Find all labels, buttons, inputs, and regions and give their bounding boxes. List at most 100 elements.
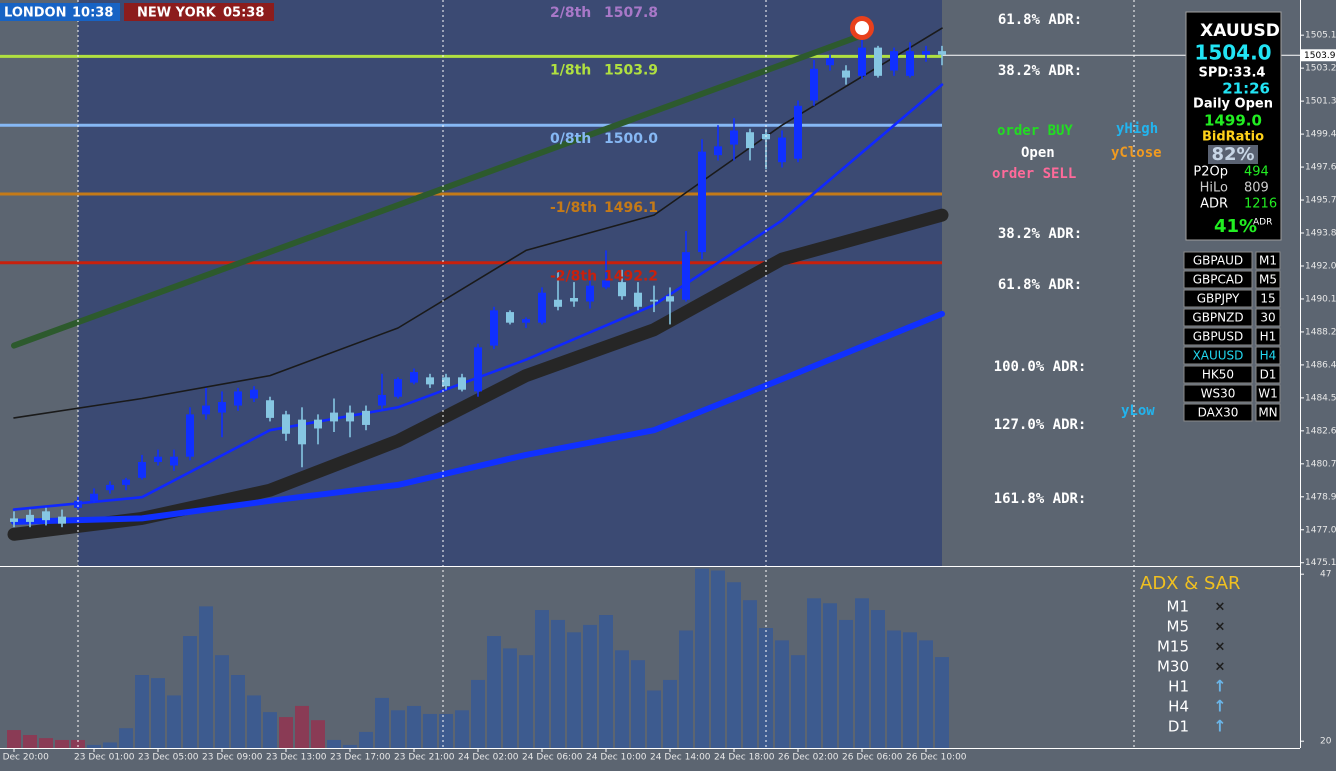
timeframe-button[interactable] <box>1255 270 1281 289</box>
adx-bar <box>55 739 69 748</box>
session-box-london <box>0 3 120 21</box>
session-name: LONDON <box>4 6 66 21</box>
timeframe-button[interactable] <box>1255 251 1281 270</box>
level-name: 2/8th <box>550 5 591 21</box>
adx-bar <box>263 712 277 748</box>
symbol-name[interactable]: HK50 <box>1202 368 1234 382</box>
adx-bar <box>439 713 453 748</box>
adx-signal: ↑ <box>1213 677 1226 696</box>
symbol-name[interactable]: GBPUSD <box>1193 330 1243 344</box>
symbol-name[interactable]: GBPAUD <box>1193 254 1243 268</box>
info-symbol: XAUUSD <box>1200 21 1280 41</box>
adx-bar <box>359 731 373 748</box>
timeframe-name[interactable]: H4 <box>1260 349 1277 363</box>
adx-signal: × <box>1215 600 1226 615</box>
adr-label: 61.8% ADR: <box>998 277 1082 293</box>
candle-body <box>474 347 482 392</box>
candle-body <box>650 299 658 302</box>
symbol-button[interactable] <box>1183 289 1253 308</box>
adx-bar <box>455 710 469 748</box>
adx-bar <box>183 636 197 748</box>
timeframe-name[interactable]: 15 <box>1260 292 1275 306</box>
adx-timeframe: H4 <box>1168 698 1189 716</box>
symbol-name[interactable]: GBPCAD <box>1193 273 1244 287</box>
candle-body <box>42 511 50 521</box>
adx-signal: ↑ <box>1213 697 1226 716</box>
symbol-button[interactable] <box>1183 270 1253 289</box>
candle-body <box>394 379 402 397</box>
adx-timeframe: H1 <box>1168 678 1189 696</box>
timeframe-button[interactable] <box>1255 384 1281 403</box>
timeframe-button[interactable] <box>1255 289 1281 308</box>
candle-body <box>58 516 66 524</box>
x-tick-label: 23 Dec 13:00 <box>266 753 327 763</box>
candle-body <box>234 391 242 406</box>
symbol-name[interactable]: GBPJPY <box>1197 292 1240 306</box>
signal-open: Open <box>1021 145 1055 161</box>
timeframe-name[interactable]: D1 <box>1260 368 1277 382</box>
adx-bar <box>487 636 501 748</box>
candle-body <box>522 319 530 323</box>
y-tick-label: 1505.10 <box>1305 31 1336 41</box>
adx-bar <box>503 648 517 748</box>
timeframe-button[interactable] <box>1255 365 1281 384</box>
candle-body <box>186 414 194 457</box>
symbol-name[interactable]: DAX30 <box>1198 406 1239 420</box>
adx-bar <box>199 606 213 748</box>
symbol-button[interactable] <box>1183 403 1253 422</box>
timeframe-button[interactable] <box>1255 327 1281 346</box>
adx-chart <box>7 568 949 748</box>
symbol-name[interactable]: GBPNZD <box>1192 311 1243 325</box>
symbol-button[interactable] <box>1183 308 1253 327</box>
adx-bar <box>743 600 757 748</box>
candle-body <box>778 137 786 163</box>
adx-bar <box>839 619 853 748</box>
adx-bar <box>23 735 37 748</box>
timeframe-name[interactable]: W1 <box>1258 387 1278 401</box>
stat-value: 494 <box>1244 165 1269 180</box>
timeframe-name[interactable]: H1 <box>1260 330 1277 344</box>
adx-bar <box>103 742 117 748</box>
symbol-button[interactable] <box>1183 384 1253 403</box>
y-tick-label: 1484.535 <box>1305 393 1336 403</box>
y-tick-label: 1475.185 <box>1305 558 1336 568</box>
timeframe-name[interactable]: 30 <box>1260 311 1275 325</box>
candle-body <box>618 282 626 297</box>
timeframe-name[interactable]: M5 <box>1259 273 1277 287</box>
candle-body <box>410 372 418 383</box>
timeframe-name[interactable]: MN <box>1258 406 1277 420</box>
symbol-name[interactable]: XAUUSD <box>1193 349 1244 363</box>
timeframe-button[interactable] <box>1255 346 1281 365</box>
adx-bar <box>855 598 869 748</box>
symbol-button[interactable] <box>1183 346 1253 365</box>
adx-bar <box>615 650 629 748</box>
adx-timeframe: D1 <box>1168 718 1189 736</box>
symbol-button[interactable] <box>1183 251 1253 270</box>
timeframe-button[interactable] <box>1255 308 1281 327</box>
symbol-button[interactable] <box>1183 327 1253 346</box>
adr-label: 38.2% ADR: <box>998 226 1082 242</box>
timeframe-name[interactable]: M1 <box>1259 254 1277 268</box>
candle-body <box>602 280 610 288</box>
timeframe-button[interactable] <box>1255 403 1281 422</box>
x-tick-label: 24 Dec 02:00 <box>458 753 519 763</box>
x-tick-label: 26 Dec 10:00 <box>906 753 967 763</box>
y-tick-label: 20 <box>1320 737 1332 747</box>
indicator-line <box>11 310 945 525</box>
symbol-name[interactable]: WS30 <box>1201 387 1236 401</box>
candle-body <box>90 493 98 501</box>
adx-bar <box>791 655 805 748</box>
x-tick-label: 23 Dec 21:00 <box>394 753 455 763</box>
candle-body <box>890 51 898 71</box>
level-label: 1503.9 <box>604 62 658 78</box>
adx-bar <box>295 705 309 748</box>
adx-bar <box>663 679 677 748</box>
adx-bar <box>807 598 821 748</box>
stat-value: 809 <box>1244 181 1269 196</box>
info-spread: SPD:33.4 <box>1199 66 1266 81</box>
candle-body <box>346 412 354 422</box>
level-label: 1492.2 <box>604 269 658 285</box>
info-bid-ratio: 82% <box>1211 144 1254 165</box>
symbol-button[interactable] <box>1183 365 1253 384</box>
stat-label: P2Op <box>1193 165 1228 180</box>
